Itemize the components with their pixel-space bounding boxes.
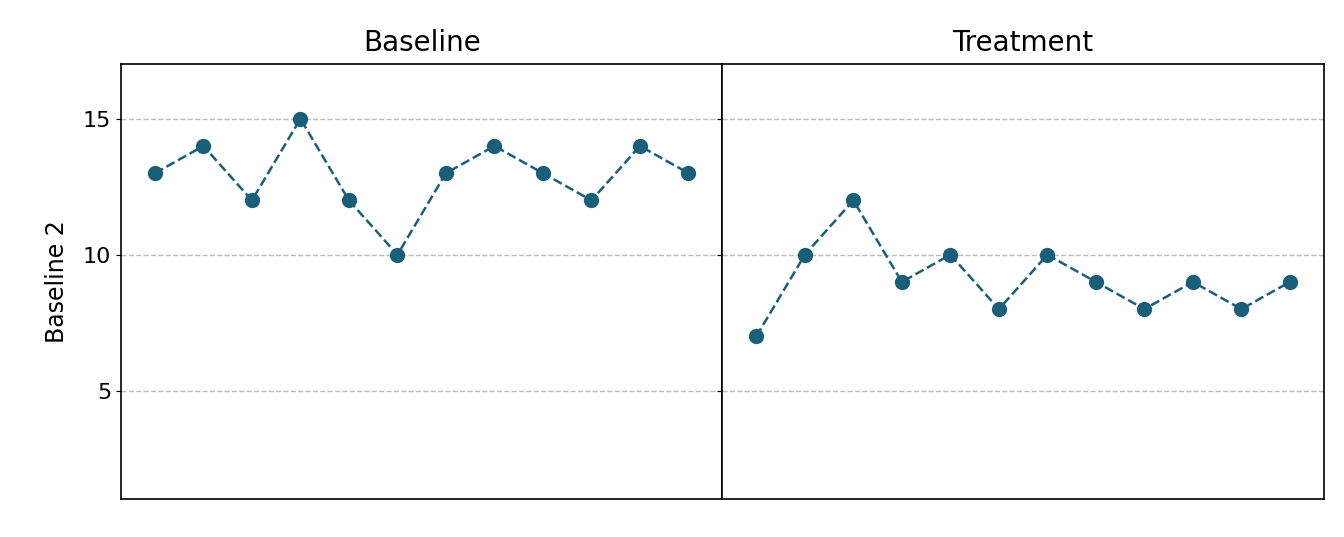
Title: Baseline: Baseline <box>363 28 481 56</box>
Title: Treatment: Treatment <box>953 28 1094 56</box>
Y-axis label: Baseline 2: Baseline 2 <box>44 221 69 343</box>
